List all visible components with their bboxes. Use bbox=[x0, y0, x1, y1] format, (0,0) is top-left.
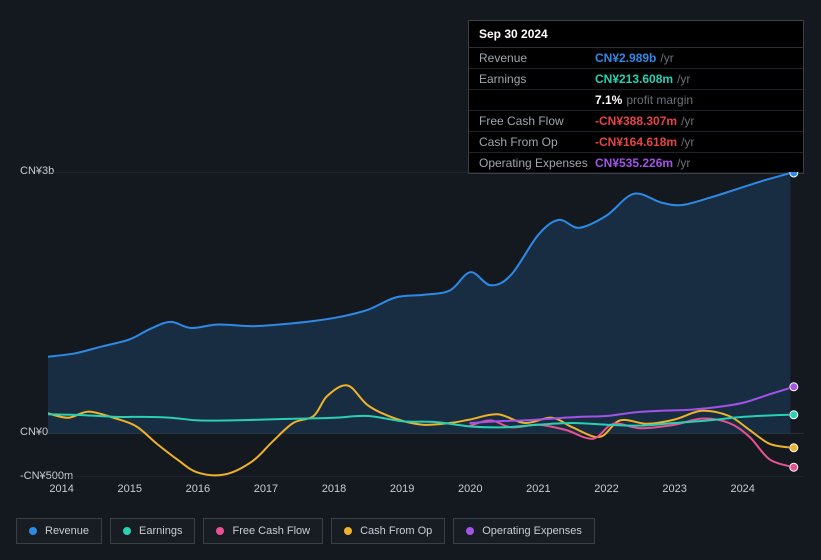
y-axis-tick-label: CN¥0 bbox=[20, 426, 48, 438]
x-axis-tick-label: 2016 bbox=[186, 483, 210, 495]
tooltip-row: RevenueCN¥2.989b/yr bbox=[469, 48, 803, 68]
x-axis-tick-label: 2024 bbox=[730, 483, 754, 495]
x-axis-labels: 2014 2015 2016 2017 2018 2019 2020 2021 2022 2023… bbox=[48, 483, 804, 499]
tooltip-row: Free Cash Flow-CN¥388.307m/yr bbox=[469, 110, 803, 131]
legend-item-label: Free Cash Flow bbox=[232, 525, 310, 537]
legend-item-label: Operating Expenses bbox=[482, 525, 582, 537]
tooltip-row: Operating ExpensesCN¥535.226m/yr bbox=[469, 152, 803, 173]
x-axis-tick-label: 2018 bbox=[322, 483, 346, 495]
legend-dot-icon bbox=[216, 527, 224, 535]
tooltip-row-value: CN¥213.608m bbox=[595, 72, 673, 86]
x-axis-tick-label: 2020 bbox=[458, 483, 482, 495]
chart-tooltip: Sep 30 2024 RevenueCN¥2.989b/yrEarningsC… bbox=[468, 20, 804, 174]
legend-item[interactable]: Cash From Op bbox=[331, 518, 445, 544]
legend-item[interactable]: Free Cash Flow bbox=[203, 518, 323, 544]
tooltip-row-label: Operating Expenses bbox=[479, 156, 595, 170]
chart-plot[interactable] bbox=[48, 172, 804, 477]
legend-dot-icon bbox=[466, 527, 474, 535]
tooltip-body: RevenueCN¥2.989b/yrEarningsCN¥213.608m/y… bbox=[469, 48, 803, 173]
tooltip-row-value: -CN¥164.618m bbox=[595, 135, 677, 149]
x-axis-tick-label: 2017 bbox=[254, 483, 278, 495]
x-axis-tick-label: 2015 bbox=[117, 483, 141, 495]
tooltip-date: Sep 30 2024 bbox=[469, 21, 803, 48]
tooltip-row-label bbox=[479, 93, 595, 107]
legend-item[interactable]: Earnings bbox=[110, 518, 195, 544]
legend-dot-icon bbox=[344, 527, 352, 535]
tooltip-row-value: 7.1% bbox=[595, 93, 622, 107]
legend-item-label: Earnings bbox=[139, 525, 182, 537]
legend-item-label: Revenue bbox=[45, 525, 89, 537]
legend-item[interactable]: Revenue bbox=[16, 518, 102, 544]
tooltip-row-suffix: /yr bbox=[677, 72, 690, 86]
legend-dot-icon bbox=[29, 527, 37, 535]
x-axis-tick-label: 2021 bbox=[526, 483, 550, 495]
legend-item[interactable]: Operating Expenses bbox=[453, 518, 595, 544]
chart-legend: Revenue Earnings Free Cash Flow Cash From O… bbox=[16, 518, 595, 544]
tooltip-row-value: -CN¥388.307m bbox=[595, 114, 677, 128]
tooltip-row: 7.1% profit margin bbox=[469, 89, 803, 110]
tooltip-row-value: CN¥535.226m bbox=[595, 156, 673, 170]
x-axis-tick-label: 2014 bbox=[49, 483, 73, 495]
tooltip-row-value: CN¥2.989b bbox=[595, 51, 656, 65]
chart-container: Sep 30 2024 RevenueCN¥2.989b/yrEarningsC… bbox=[0, 0, 821, 560]
tooltip-row-suffix: /yr bbox=[660, 51, 673, 65]
tooltip-row: Cash From Op-CN¥164.618m/yr bbox=[469, 131, 803, 152]
tooltip-row-suffix: /yr bbox=[681, 114, 694, 128]
tooltip-row-label: Earnings bbox=[479, 72, 595, 86]
legend-item-label: Cash From Op bbox=[360, 525, 432, 537]
tooltip-row-label: Free Cash Flow bbox=[479, 114, 595, 128]
tooltip-row: EarningsCN¥213.608m/yr bbox=[469, 68, 803, 89]
tooltip-row-suffix: /yr bbox=[681, 135, 694, 149]
tooltip-row-suffix: profit margin bbox=[626, 93, 693, 107]
tooltip-row-label: Cash From Op bbox=[479, 135, 595, 149]
x-axis-tick-label: 2019 bbox=[390, 483, 414, 495]
tooltip-row-label: Revenue bbox=[479, 51, 595, 65]
x-axis-tick-label: 2022 bbox=[594, 483, 618, 495]
legend-dot-icon bbox=[123, 527, 131, 535]
tooltip-row-suffix: /yr bbox=[677, 156, 690, 170]
x-axis-tick-label: 2023 bbox=[662, 483, 686, 495]
